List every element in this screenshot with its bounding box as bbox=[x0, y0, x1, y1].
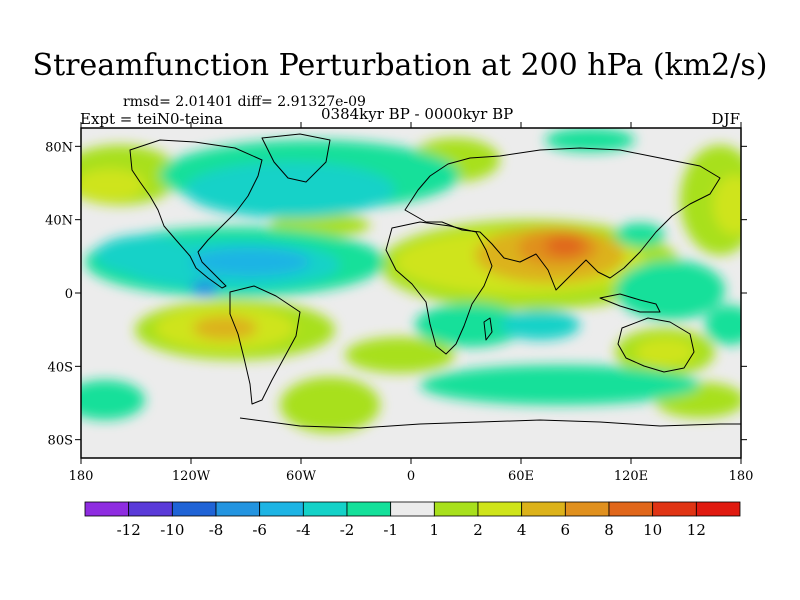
lon-tick-label: 120E bbox=[614, 469, 648, 484]
lon-tick-label: 60W bbox=[286, 469, 317, 484]
colorbar-label: 8 bbox=[604, 521, 614, 539]
colorbar-label: 6 bbox=[561, 521, 571, 539]
colorbar-swatch bbox=[171, 501, 217, 517]
colorbar-label: 1 bbox=[430, 521, 440, 539]
colorbar-swatch bbox=[259, 501, 304, 517]
colorbar-swatch bbox=[215, 501, 261, 517]
lat-tick-label: 40N bbox=[45, 214, 73, 229]
colorbar-label: -10 bbox=[160, 521, 184, 539]
colorbar-label: -6 bbox=[252, 521, 267, 539]
lat-tick-label: 80N bbox=[45, 140, 73, 155]
colorbar-swatch bbox=[695, 501, 741, 517]
lat-tick-label: 0 bbox=[65, 287, 73, 302]
colorbar-swatch bbox=[477, 501, 523, 517]
colorbar-label: 12 bbox=[687, 521, 706, 539]
colorbar-swatch bbox=[84, 501, 130, 517]
colorbar-label: -1 bbox=[383, 521, 398, 539]
colorbar-swatch bbox=[652, 501, 697, 517]
contour-fields bbox=[81, 128, 741, 433]
colorbar-label: -4 bbox=[296, 521, 311, 539]
colorbar-label: -8 bbox=[209, 521, 224, 539]
season-label: DJF bbox=[711, 110, 740, 128]
lat-tick-label: 80S bbox=[48, 434, 73, 449]
colorbar-label: -2 bbox=[340, 521, 355, 539]
latitude-axis: 80N 40N 0 40S 80S bbox=[45, 140, 747, 449]
colorbar: -12 -10 -8 -6 -4 -2 -1 1 2 4 6 8 10 12 bbox=[84, 501, 741, 539]
experiment-label: Expt = teiN0-teina bbox=[80, 110, 223, 128]
colorbar-swatch bbox=[390, 501, 435, 517]
colorbar-swatch bbox=[521, 501, 566, 517]
colorbar-swatch bbox=[608, 501, 654, 517]
colorbar-label: 10 bbox=[643, 521, 662, 539]
colorbar-label: 4 bbox=[517, 521, 527, 539]
colorbar-swatch bbox=[433, 501, 479, 517]
longitude-axis: 180 120W 60W 0 60E 120E 180 bbox=[69, 122, 754, 484]
lon-tick-label: 180 bbox=[729, 469, 754, 484]
colorbar-swatch bbox=[128, 501, 173, 517]
colorbar-swatch bbox=[346, 501, 392, 517]
colorbar-label: 2 bbox=[473, 521, 483, 539]
lat-tick-label: 40S bbox=[48, 360, 73, 375]
period-label: 0384kyr BP - 0000kyr BP bbox=[321, 105, 514, 123]
lon-tick-label: 0 bbox=[407, 469, 415, 484]
lon-tick-label: 180 bbox=[69, 469, 94, 484]
lon-tick-label: 120W bbox=[172, 469, 211, 484]
lon-tick-label: 60E bbox=[508, 469, 534, 484]
colorbar-label: -12 bbox=[117, 521, 141, 539]
map-title: Streamfunction Perturbation at 200 hPa (… bbox=[32, 48, 768, 83]
colorbar-swatch bbox=[564, 501, 610, 517]
coastlines bbox=[129, 133, 741, 429]
colorbar-swatch bbox=[302, 501, 348, 517]
rmsd-label: rmsd= 2.01401 diff= 2.91327e-09 bbox=[123, 94, 366, 110]
